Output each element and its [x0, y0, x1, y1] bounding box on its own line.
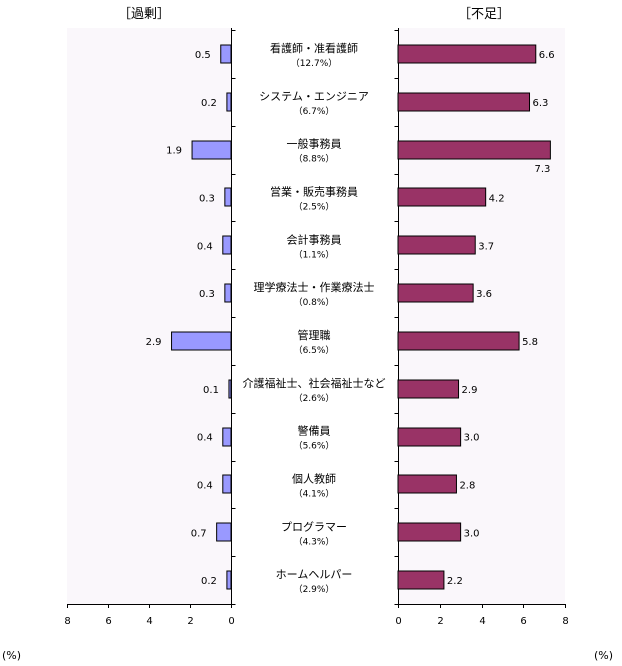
category-label: 一般事務員	[287, 137, 342, 151]
shortage-value-label: 6.3	[533, 98, 549, 109]
shortage-bar	[397, 331, 520, 351]
shortage-bar	[397, 92, 531, 112]
shortage-bar	[397, 235, 476, 255]
surplus-plot-area	[67, 28, 231, 604]
shortage-bar	[397, 140, 551, 160]
shortage-value-label: 2.9	[462, 385, 478, 396]
surplus-value-label: 2.9	[146, 337, 162, 348]
category-label: 介護福祉士、社会福祉士など	[243, 376, 386, 390]
surplus-value-label: 0.3	[199, 193, 215, 204]
surplus-x-tick-label: 6	[105, 616, 111, 627]
surplus-x-tick-label: 4	[146, 616, 152, 627]
surplus-x-tick-label: 2	[187, 616, 193, 627]
shortage-value-label: 3.0	[464, 528, 480, 539]
shortage-value-label: 4.2	[489, 193, 505, 204]
surplus-bar	[224, 283, 232, 303]
shortage-value-label: 6.6	[539, 50, 555, 61]
category-label: プログラマー	[281, 519, 347, 533]
shortage-value-label: 3.6	[476, 289, 492, 300]
shortage-value-label: 7.3	[534, 164, 550, 175]
category-share-label: （4.1%）	[294, 488, 335, 499]
shortage-value-label: 5.8	[522, 337, 538, 348]
shortage-value-label: 2.8	[459, 480, 475, 491]
shortage-bar	[397, 522, 462, 542]
category-label: ホームヘルパー	[276, 568, 353, 581]
surplus-bar	[222, 235, 232, 255]
shortage-panel-title: ［不足］	[458, 7, 511, 22]
surplus-bar	[226, 92, 232, 112]
category-share-label: （6.7%）	[294, 106, 335, 117]
category-label: 個人教師	[292, 472, 336, 485]
category-share-label: （5.6%）	[294, 441, 335, 452]
shortage-value-label: 3.0	[464, 433, 480, 444]
shortage-bar	[397, 283, 474, 303]
surplus-bar	[171, 331, 232, 351]
category-label: 管理職	[298, 328, 331, 342]
shortage-bar	[397, 427, 462, 447]
shortage-bar	[397, 44, 537, 64]
category-label: 理学療法士・作業療法士	[254, 280, 375, 294]
shortage-x-tick-label: 8	[562, 616, 568, 627]
shortage-bar	[397, 379, 460, 399]
shortage-plot-area	[398, 28, 565, 604]
surplus-bar	[222, 474, 232, 494]
surplus-value-label: 0.4	[197, 241, 213, 252]
shortage-x-tick-label: 4	[479, 616, 485, 627]
surplus-x-tick-label: 0	[228, 616, 234, 627]
category-share-label: （8.8%）	[294, 154, 335, 165]
surplus-bar	[216, 522, 232, 542]
category-share-label: （1.1%）	[294, 249, 335, 260]
shortage-value-label: 2.2	[447, 576, 463, 587]
category-share-label: （0.8%）	[294, 297, 335, 308]
surplus-panel-title: ［過剰］	[118, 7, 171, 22]
category-label: システム・エンジニア	[259, 90, 369, 103]
category-label: 看護師・准看護師	[270, 41, 358, 55]
surplus-bar	[220, 44, 232, 64]
surplus-value-label: 0.5	[195, 50, 211, 61]
surplus-value-label: 0.1	[203, 385, 219, 396]
surplus-bar	[222, 427, 232, 447]
surplus-bar	[224, 187, 232, 207]
category-share-label: （12.7%）	[291, 58, 338, 69]
category-label: 警備員	[298, 424, 331, 438]
category-label: 営業・販売事務員	[270, 184, 358, 198]
category-share-label: （2.9%）	[294, 584, 335, 595]
surplus-unit-label: (%)	[2, 649, 22, 662]
category-share-label: （6.5%）	[294, 345, 335, 356]
surplus-value-label: 0.7	[191, 528, 207, 539]
category-label: 会計事務員	[287, 232, 342, 246]
shortage-x-tick-label: 2	[437, 616, 443, 627]
surplus-value-label: 0.2	[201, 576, 217, 587]
shortage-bar	[397, 570, 445, 590]
shortage-x-tick-label: 0	[395, 616, 401, 627]
surplus-x-tick-label: 8	[64, 616, 70, 627]
surplus-bar	[226, 570, 232, 590]
shortage-bar	[397, 474, 457, 494]
surplus-value-label: 0.2	[201, 98, 217, 109]
surplus-value-label: 0.4	[197, 480, 213, 491]
surplus-value-label: 0.3	[199, 289, 215, 300]
surplus-value-label: 1.9	[166, 146, 182, 157]
shortage-unit-label: (%)	[594, 649, 614, 662]
category-share-label: （2.5%）	[294, 201, 335, 212]
category-share-label: （2.6%）	[294, 393, 335, 404]
category-share-label: （4.3%）	[294, 536, 335, 547]
shortage-x-tick-label: 6	[520, 616, 526, 627]
shortage-value-label: 3.7	[478, 241, 494, 252]
surplus-bar	[191, 140, 232, 160]
surplus-value-label: 0.4	[197, 433, 213, 444]
surplus-bar	[228, 379, 232, 399]
shortage-bar	[397, 187, 487, 207]
